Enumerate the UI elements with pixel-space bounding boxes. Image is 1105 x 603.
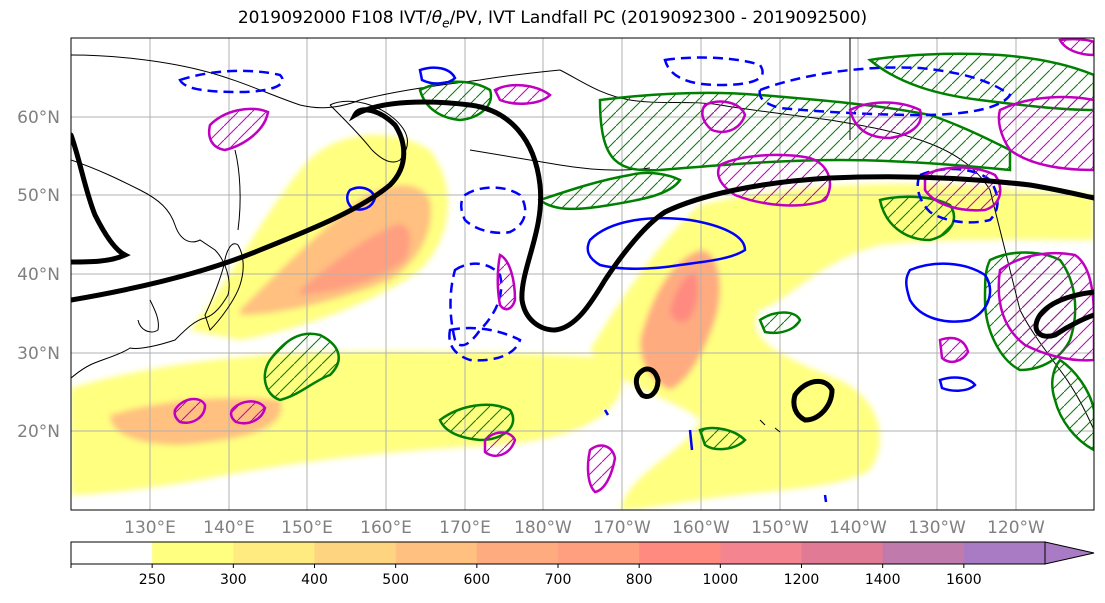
colorbar-tick-label: 700 xyxy=(545,572,572,588)
coast-aleutians xyxy=(469,149,651,171)
title-prefix: 2019092000 F108 IVT/ xyxy=(237,8,432,28)
latitude-labels: 60°N 50°N 40°N 30°N 20°N xyxy=(17,108,60,442)
lat-label-30: 30°N xyxy=(17,344,60,364)
lon-label-160e: 160°E xyxy=(360,518,412,538)
colorbar-segment xyxy=(639,542,721,564)
colorbar-ticks: 250 300 400 500 600 700 800 1000 1200 1400 1600 xyxy=(70,564,982,588)
lon-label-120w: 120°W xyxy=(987,518,1045,538)
colorbar-tick-label: 600 xyxy=(463,572,490,588)
colorbar-tick-label: 1400 xyxy=(865,572,901,588)
colorbar-segment xyxy=(395,542,478,564)
lat-label-60: 60°N xyxy=(17,108,60,128)
colorbar-segment xyxy=(314,542,397,564)
theta-e-nw xyxy=(71,132,131,265)
coast-asia xyxy=(71,159,230,379)
lat-label-50: 50°N xyxy=(17,186,60,206)
colorbar: 250 300 400 500 600 700 800 1000 1200 1400 1600 xyxy=(70,541,1095,588)
map-title: 2019092000 F108 IVT/θe/PV, IVT Landfall … xyxy=(0,8,1105,30)
lon-label-180w: 180°W xyxy=(514,518,572,538)
coast-hawaii xyxy=(759,419,781,433)
coast-japan xyxy=(204,243,244,331)
colorbar-tick-label: 500 xyxy=(382,572,409,588)
colorbar-tick-label: 1200 xyxy=(784,572,820,588)
colorbar-segment xyxy=(558,542,640,564)
colorbar-tick-label: 300 xyxy=(220,572,247,588)
coast-kamchatka xyxy=(329,100,408,163)
theta-e-loop-1 xyxy=(633,366,661,399)
colorbar-segment xyxy=(233,542,315,564)
ivt-band-nw-600 xyxy=(300,224,411,295)
lon-label-130w: 130°W xyxy=(908,518,966,538)
title-theta-sub: e xyxy=(442,16,450,31)
title-theta: θ xyxy=(431,8,443,28)
colorbar-segment xyxy=(720,542,802,564)
coast-sakhalin xyxy=(234,149,241,231)
colorbar-tick-label: 800 xyxy=(626,572,653,588)
lon-label-160w: 160°W xyxy=(672,518,730,538)
ivt-band-nw-400 xyxy=(240,185,431,315)
theta-e-contours xyxy=(71,99,1094,423)
lon-label-170w: 170°W xyxy=(593,518,651,538)
colorbar-tick-label: 400 xyxy=(301,572,328,588)
colorbar-segment xyxy=(152,542,234,564)
longitude-labels: 130°E 140°E 150°E 160°E 170°E 180°W 170°… xyxy=(124,518,1045,538)
colorbar-tick-label: 1600 xyxy=(946,572,982,588)
colorbar-tick-label: 1000 xyxy=(703,572,739,588)
lon-label-150e: 150°E xyxy=(281,518,333,538)
colorbar-segment xyxy=(476,542,559,564)
map-layers xyxy=(71,38,1094,510)
lon-label-150w: 150°W xyxy=(751,518,809,538)
ivt-band-c-800 xyxy=(670,272,698,323)
map-border xyxy=(70,37,1095,511)
lon-label-140e: 140°E xyxy=(203,518,255,538)
colorbar-segment xyxy=(963,542,1046,564)
lon-label-170e: 170°E xyxy=(439,518,491,538)
lat-label-20: 20°N xyxy=(17,422,60,442)
colorbar-tick-label: 250 xyxy=(139,572,166,588)
lon-label-140w: 140°W xyxy=(829,518,887,538)
pv-negative-contours xyxy=(178,56,1012,503)
colorbar-extend-arrow xyxy=(1044,541,1095,565)
theta-e-loop-2 xyxy=(791,378,835,423)
ivt-band-sw-250 xyxy=(71,351,624,495)
coast-korea xyxy=(137,299,159,333)
title-suffix: /PV, IVT Landfall PC (2019092300 - 20190… xyxy=(449,8,868,28)
colorbar-segment-under xyxy=(71,542,153,564)
colorbar-segments xyxy=(71,542,1046,564)
landfall-contours xyxy=(173,38,1094,494)
lat-label-40: 40°N xyxy=(17,265,60,285)
theta-e-wave xyxy=(71,99,1094,333)
theta-e-east xyxy=(1033,289,1094,339)
lon-label-130e: 130°E xyxy=(124,518,176,538)
colorbar-segment xyxy=(801,542,884,564)
coast-siberia xyxy=(71,54,561,109)
colorbar-segment xyxy=(882,542,965,564)
